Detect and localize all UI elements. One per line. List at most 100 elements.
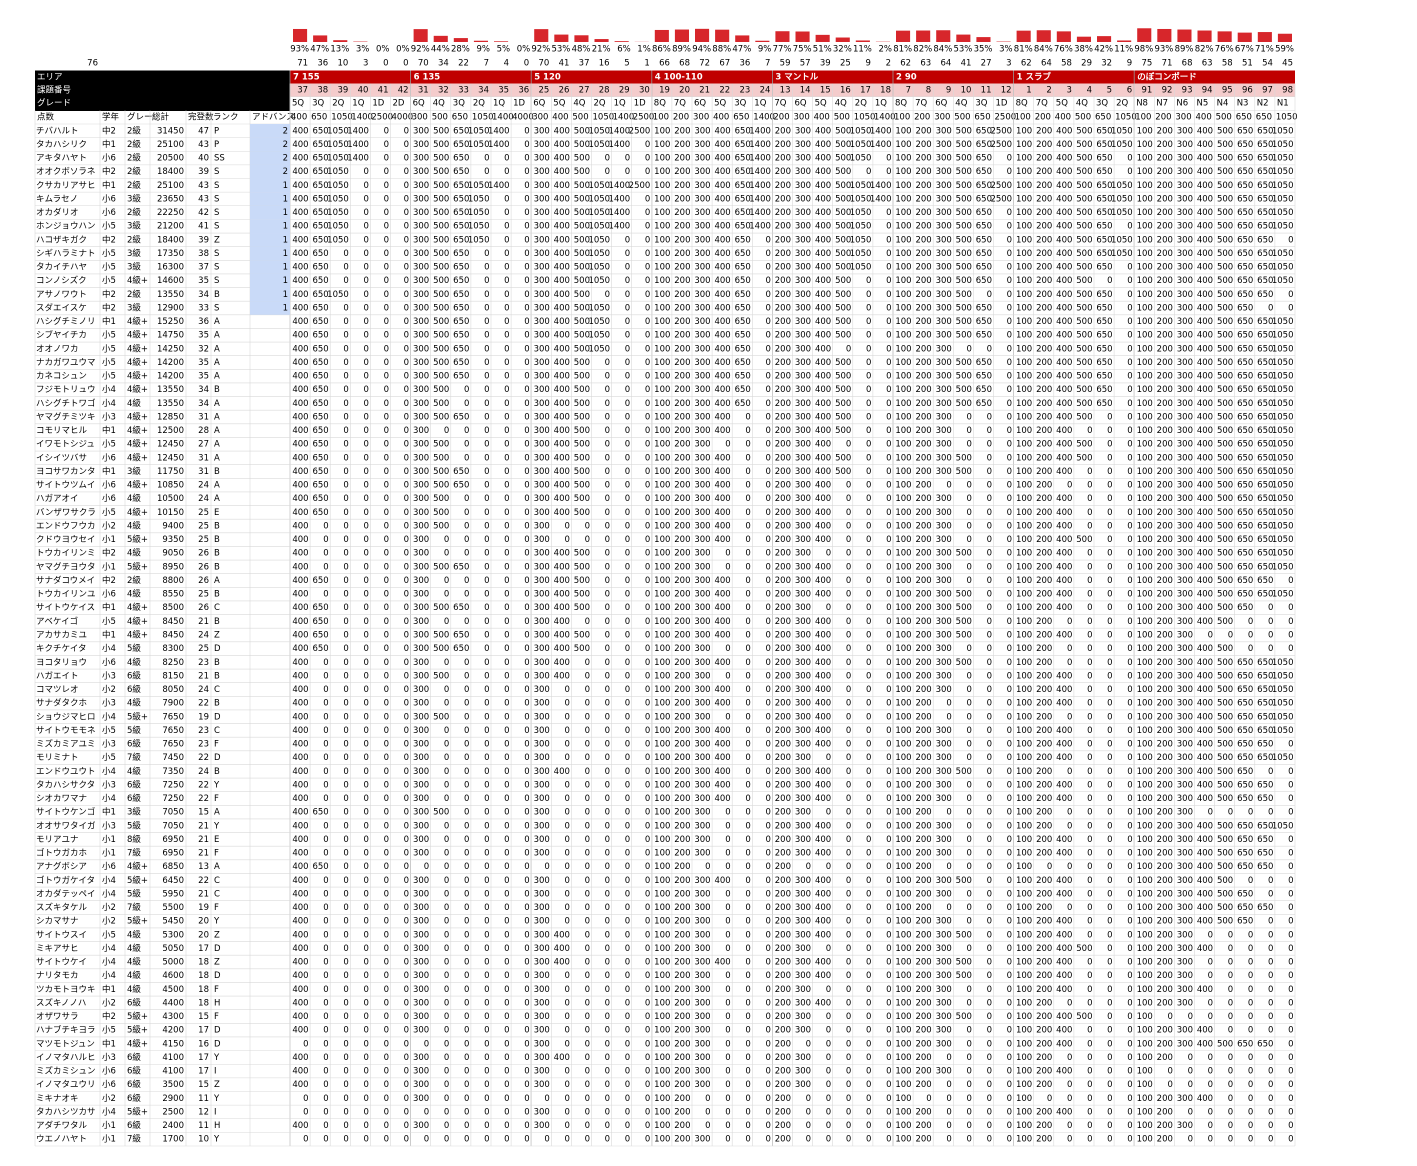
score: 300 [413,1026,429,1036]
score: 300 [1177,167,1193,177]
score: 0 [404,590,409,600]
level: 4級 [127,398,141,409]
score: 0 [745,821,750,831]
percent-label: 88% [712,45,731,55]
count: 24 [198,631,209,641]
score: 200 [674,453,690,463]
score: 0 [1007,671,1012,681]
score: 0 [846,1094,851,1104]
player-name: ハガエイト [36,670,79,681]
total: 5950 [162,889,184,899]
score: 1050 [1272,263,1294,273]
score: 100 [1016,344,1032,354]
rank: Z [214,958,220,968]
score: 650 [453,276,469,286]
score: 0 [343,481,348,491]
score: 500 [956,358,972,368]
total: 13550 [157,290,184,300]
score: 0 [806,1039,811,1049]
score: 0 [886,222,891,232]
score: 100 [654,1012,670,1022]
score: 500 [574,140,590,150]
score: 0 [343,1080,348,1090]
score: 0 [1007,658,1012,668]
problem-number: 27 [579,86,590,96]
score: 1050 [1272,344,1294,354]
total: 14750 [157,331,184,341]
problem-number: 20 [679,86,690,96]
score: 100 [1016,767,1032,777]
score: 300 [1177,576,1193,586]
level: 4級+ [127,630,148,641]
score: 200 [775,453,791,463]
score: 0 [765,358,770,368]
score: 300 [413,767,429,777]
score: 0 [404,1094,409,1104]
score: 100 [1016,944,1032,954]
score: 1400 [749,126,771,136]
score: 0 [625,562,630,572]
score: 300 [795,576,811,586]
player-name: ハシグチミノリ [36,316,96,327]
school-year: 中2 [102,548,116,559]
score: 0 [363,849,368,859]
score: 100 [1016,780,1032,790]
score: 0 [444,426,449,436]
score: 300 [534,440,550,450]
score: 0 [1087,808,1092,818]
advance-cell [250,219,290,234]
score: 0 [585,535,590,545]
score: 0 [585,699,590,709]
score: 0 [384,358,389,368]
score: 0 [585,903,590,913]
advance: 1 [283,194,288,204]
player-name: ヤマグチヨウタ [36,561,96,572]
score: 400 [1056,876,1072,886]
score: 0 [645,208,650,218]
score: 100 [654,726,670,736]
score: 0 [625,344,630,354]
score: 0 [1087,903,1092,913]
score: 0 [846,726,851,736]
score: 100 [1137,263,1153,273]
count: 26 [198,562,209,572]
score: 0 [645,1107,650,1117]
score: 0 [1047,862,1052,872]
score: 100 [1016,372,1032,382]
score: 0 [384,971,389,981]
score: 0 [846,780,851,790]
area-name: 3 マントル [775,73,818,83]
score: 0 [1208,631,1213,641]
score: 0 [866,699,871,709]
score: 200 [674,494,690,504]
score: 200 [674,699,690,709]
score: 0 [444,985,449,995]
score: 400 [815,194,831,204]
score: 200 [1157,154,1173,164]
score: 0 [343,1039,348,1049]
score: 0 [966,917,971,927]
score: 0 [504,412,509,422]
score: 400 [815,303,831,313]
score: 400 [292,399,308,409]
score: 300 [534,154,550,164]
points: 650 [1256,113,1272,123]
score: 0 [484,249,489,259]
score: 0 [464,1067,469,1077]
score: 300 [936,740,952,750]
score: 0 [484,1080,489,1090]
score: 0 [363,603,368,613]
score: 0 [866,576,871,586]
score: 400 [1056,385,1072,395]
score: 0 [725,1094,730,1104]
score: 0 [1127,617,1132,627]
score: 300 [694,821,710,831]
score: 1050 [850,140,872,150]
grade: 3Q [1096,99,1108,109]
score: 500 [1076,140,1092,150]
score: 0 [504,685,509,695]
score: 500 [956,958,972,968]
score: 500 [433,712,449,722]
score: 500 [433,385,449,395]
score: 0 [384,712,389,722]
